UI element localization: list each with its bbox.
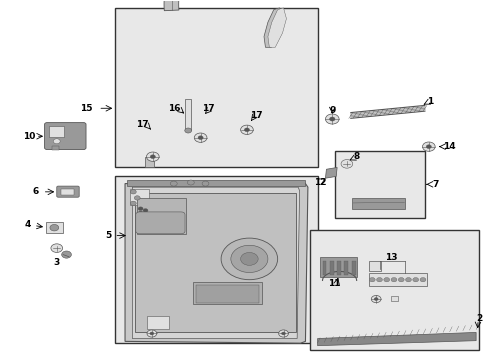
FancyBboxPatch shape bbox=[45, 222, 63, 233]
Circle shape bbox=[398, 278, 403, 282]
Circle shape bbox=[340, 159, 352, 168]
Text: 1: 1 bbox=[426, 96, 432, 105]
Circle shape bbox=[368, 278, 374, 282]
Circle shape bbox=[419, 278, 425, 282]
Text: 6: 6 bbox=[33, 187, 39, 196]
Circle shape bbox=[221, 238, 277, 280]
Circle shape bbox=[281, 332, 285, 335]
Circle shape bbox=[325, 114, 338, 124]
Circle shape bbox=[244, 128, 249, 132]
Text: 16: 16 bbox=[167, 104, 180, 113]
Polygon shape bbox=[317, 332, 475, 346]
Circle shape bbox=[240, 125, 253, 134]
FancyBboxPatch shape bbox=[351, 261, 355, 275]
Text: 17: 17 bbox=[250, 111, 263, 120]
Text: 12: 12 bbox=[313, 178, 325, 187]
FancyBboxPatch shape bbox=[57, 186, 79, 197]
FancyBboxPatch shape bbox=[368, 273, 427, 286]
FancyBboxPatch shape bbox=[137, 198, 185, 234]
FancyBboxPatch shape bbox=[115, 8, 317, 167]
Circle shape bbox=[230, 245, 267, 273]
Circle shape bbox=[138, 207, 143, 211]
FancyBboxPatch shape bbox=[136, 212, 184, 234]
Text: 13: 13 bbox=[384, 253, 396, 262]
Polygon shape bbox=[264, 8, 282, 47]
FancyBboxPatch shape bbox=[135, 193, 295, 332]
Circle shape bbox=[383, 278, 389, 282]
Circle shape bbox=[50, 225, 59, 231]
Circle shape bbox=[61, 251, 71, 258]
Circle shape bbox=[130, 190, 136, 194]
Circle shape bbox=[405, 278, 410, 282]
Circle shape bbox=[53, 139, 60, 144]
Polygon shape bbox=[163, 0, 257, 11]
FancyBboxPatch shape bbox=[61, 189, 74, 195]
Circle shape bbox=[130, 201, 136, 206]
FancyBboxPatch shape bbox=[130, 189, 149, 205]
Polygon shape bbox=[325, 167, 336, 178]
Circle shape bbox=[202, 181, 208, 186]
Text: 2: 2 bbox=[475, 314, 482, 323]
FancyBboxPatch shape bbox=[344, 261, 347, 275]
Text: 10: 10 bbox=[23, 132, 35, 141]
Circle shape bbox=[198, 136, 203, 140]
Circle shape bbox=[426, 145, 430, 149]
FancyBboxPatch shape bbox=[49, 126, 64, 137]
Circle shape bbox=[146, 152, 159, 161]
Circle shape bbox=[422, 142, 434, 151]
FancyBboxPatch shape bbox=[145, 157, 154, 167]
Text: 9: 9 bbox=[328, 105, 335, 114]
Text: 11: 11 bbox=[328, 279, 340, 288]
Text: 4: 4 bbox=[24, 220, 31, 229]
Text: 14: 14 bbox=[442, 142, 455, 151]
FancyBboxPatch shape bbox=[195, 285, 259, 303]
Text: 7: 7 bbox=[431, 180, 438, 189]
FancyBboxPatch shape bbox=[368, 261, 380, 271]
FancyBboxPatch shape bbox=[390, 296, 397, 301]
Circle shape bbox=[278, 330, 288, 337]
FancyBboxPatch shape bbox=[351, 198, 405, 209]
Circle shape bbox=[370, 296, 380, 303]
Circle shape bbox=[150, 155, 155, 158]
Circle shape bbox=[390, 278, 396, 282]
Polygon shape bbox=[125, 184, 307, 343]
Text: 17: 17 bbox=[136, 120, 148, 129]
Circle shape bbox=[187, 180, 194, 185]
Circle shape bbox=[147, 330, 157, 337]
Circle shape bbox=[376, 278, 382, 282]
Circle shape bbox=[240, 252, 258, 265]
Circle shape bbox=[373, 298, 377, 301]
FancyBboxPatch shape bbox=[334, 151, 424, 218]
Polygon shape bbox=[267, 8, 286, 47]
Circle shape bbox=[51, 244, 62, 252]
Circle shape bbox=[194, 133, 206, 142]
FancyBboxPatch shape bbox=[193, 282, 261, 304]
FancyBboxPatch shape bbox=[184, 99, 191, 130]
Circle shape bbox=[143, 209, 148, 212]
FancyBboxPatch shape bbox=[329, 261, 333, 275]
FancyBboxPatch shape bbox=[322, 261, 326, 275]
FancyBboxPatch shape bbox=[52, 146, 59, 149]
FancyBboxPatch shape bbox=[115, 176, 317, 343]
FancyBboxPatch shape bbox=[320, 257, 356, 277]
Circle shape bbox=[138, 211, 143, 215]
FancyBboxPatch shape bbox=[127, 180, 305, 186]
Circle shape bbox=[150, 332, 154, 335]
Text: 17: 17 bbox=[201, 104, 214, 113]
FancyBboxPatch shape bbox=[44, 123, 86, 149]
Circle shape bbox=[329, 117, 334, 121]
Text: 15: 15 bbox=[80, 104, 92, 113]
Text: 8: 8 bbox=[353, 152, 359, 161]
FancyBboxPatch shape bbox=[147, 316, 168, 329]
Text: 3: 3 bbox=[54, 258, 60, 267]
Circle shape bbox=[184, 128, 191, 133]
Text: 5: 5 bbox=[104, 231, 111, 240]
Circle shape bbox=[412, 278, 418, 282]
FancyBboxPatch shape bbox=[336, 261, 340, 275]
FancyBboxPatch shape bbox=[310, 230, 478, 350]
Circle shape bbox=[134, 196, 140, 200]
Polygon shape bbox=[132, 187, 299, 338]
Circle shape bbox=[170, 181, 177, 186]
